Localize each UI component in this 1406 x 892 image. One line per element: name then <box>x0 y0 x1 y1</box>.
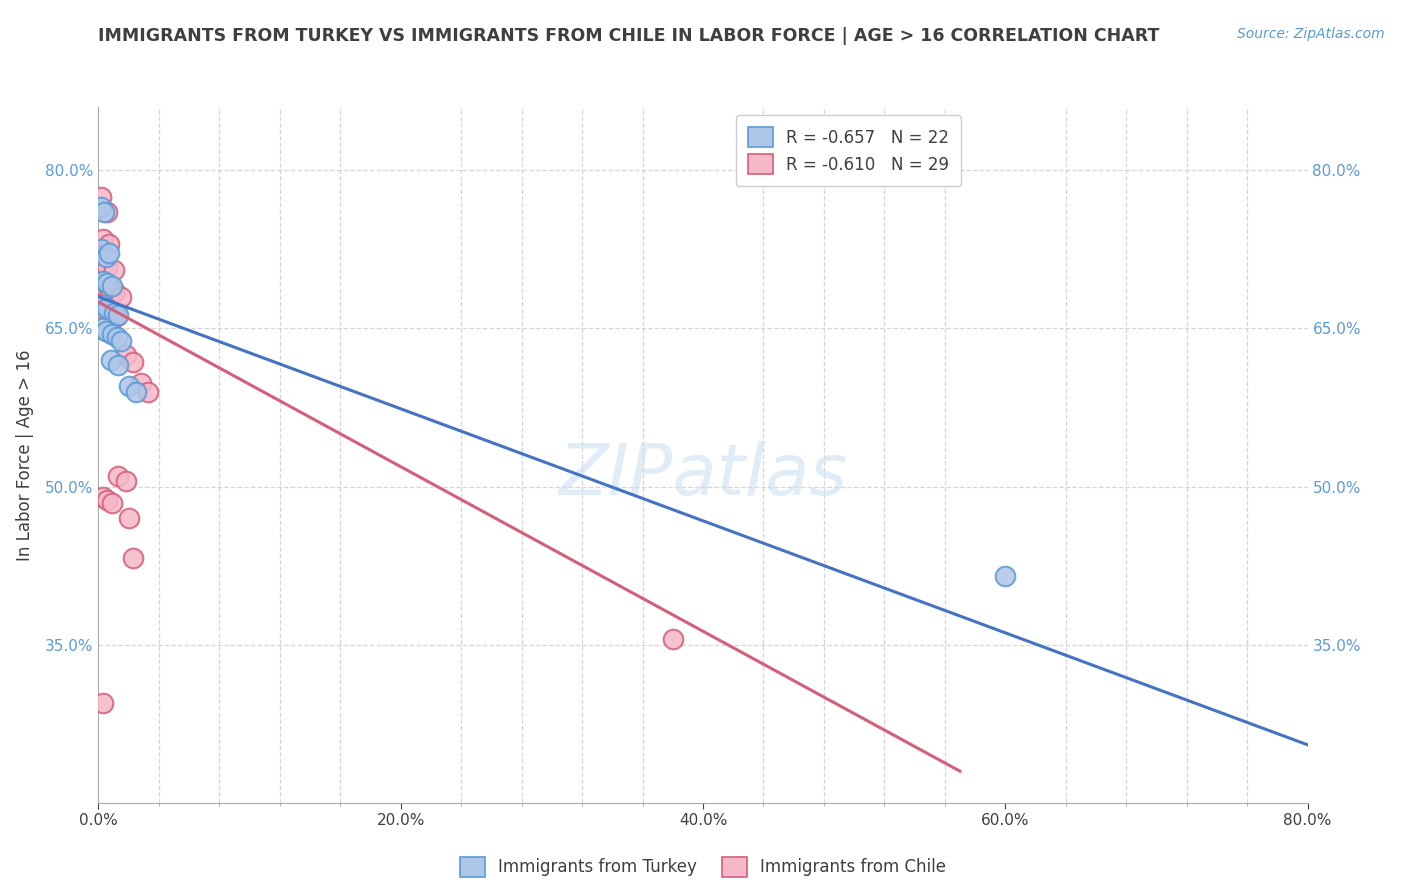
Point <box>90 189 112 203</box>
Text: ZIPatlas: ZIPatlas <box>558 442 848 510</box>
Point <box>104 285 127 299</box>
Point <box>122 355 145 369</box>
Point <box>105 330 128 344</box>
Point <box>122 551 145 566</box>
Point <box>91 696 114 710</box>
Point <box>93 302 115 317</box>
Point <box>93 279 115 293</box>
Point <box>98 237 121 252</box>
Y-axis label: In Labor Force | Age > 16: In Labor Force | Age > 16 <box>15 349 34 561</box>
Point <box>118 379 141 393</box>
Point <box>94 324 117 338</box>
Text: Source: ZipAtlas.com: Source: ZipAtlas.com <box>1237 27 1385 41</box>
Point <box>91 232 114 246</box>
Point <box>91 274 114 288</box>
Point <box>100 353 122 368</box>
Point <box>96 301 118 316</box>
Point <box>114 475 136 489</box>
Point <box>90 200 112 214</box>
Point <box>91 321 114 335</box>
Point <box>94 324 117 338</box>
Point <box>129 376 152 391</box>
Point <box>100 305 122 319</box>
Point <box>96 493 118 508</box>
Point <box>90 243 112 257</box>
Point <box>91 490 114 504</box>
Point <box>98 245 121 260</box>
Point <box>98 281 121 295</box>
Point <box>101 326 124 341</box>
Point <box>105 309 128 323</box>
Point <box>94 250 117 264</box>
Point <box>114 348 136 362</box>
Point <box>101 496 124 510</box>
Point <box>91 298 114 312</box>
Point <box>107 359 129 373</box>
Point <box>96 276 118 290</box>
Point <box>96 205 118 219</box>
Point <box>136 384 159 399</box>
Text: IMMIGRANTS FROM TURKEY VS IMMIGRANTS FROM CHILE IN LABOR FORCE | AGE > 16 CORREL: IMMIGRANTS FROM TURKEY VS IMMIGRANTS FRO… <box>98 27 1160 45</box>
Legend: Immigrants from Turkey, Immigrants from Chile: Immigrants from Turkey, Immigrants from … <box>453 850 953 884</box>
Point <box>994 569 1017 583</box>
Point <box>101 326 124 341</box>
Point <box>118 511 141 525</box>
Legend: R = -0.657   N = 22, R = -0.610   N = 29: R = -0.657 N = 22, R = -0.610 N = 29 <box>735 115 960 186</box>
Point <box>101 279 124 293</box>
Point <box>125 384 148 399</box>
Point <box>110 334 132 348</box>
Point <box>103 263 125 277</box>
Point <box>107 469 129 483</box>
Point <box>103 305 125 319</box>
Point <box>107 308 129 322</box>
Point <box>91 258 114 272</box>
Point <box>662 632 685 647</box>
Point <box>110 290 132 304</box>
Point <box>93 205 115 219</box>
Point <box>96 260 118 275</box>
